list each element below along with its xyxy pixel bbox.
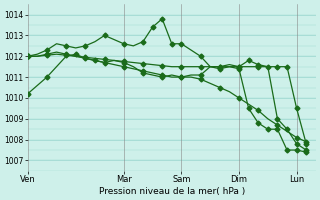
X-axis label: Pression niveau de la mer( hPa ): Pression niveau de la mer( hPa ) — [99, 187, 245, 196]
